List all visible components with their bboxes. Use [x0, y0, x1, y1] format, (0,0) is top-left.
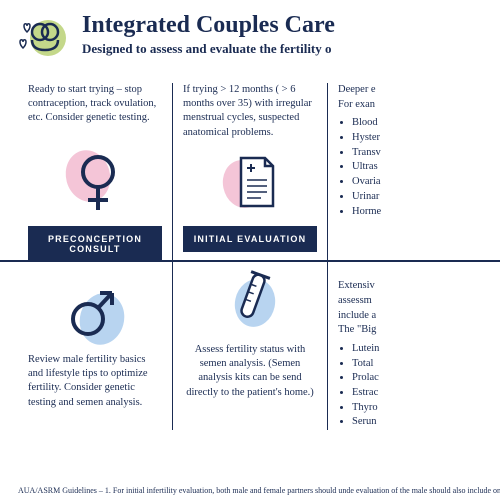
- female-icon: [28, 141, 162, 226]
- list-item: Prolac: [352, 371, 472, 386]
- list-item: Ultras: [352, 160, 472, 175]
- col3-bottom-block: Extensiv assessm include a The "Big Lute…: [338, 279, 472, 430]
- logo-icon: [18, 12, 70, 69]
- col2-top-text: If trying > 12 months ( > 6 months over …: [183, 83, 317, 141]
- col3-b4: The "Big: [338, 323, 472, 338]
- list-item: Hyster: [352, 131, 472, 146]
- col3-top-intro: Deeper e: [338, 83, 472, 98]
- col3-b1: Extensiv: [338, 279, 472, 294]
- footer-guidelines: AUA/ASRM Guidelines – 1. For initial inf…: [18, 486, 500, 496]
- list-item: Total: [352, 357, 472, 372]
- list-item: Urinar: [352, 190, 472, 205]
- column-initial: If trying > 12 months ( > 6 months over …: [173, 83, 328, 430]
- testtube-icon: [183, 258, 317, 343]
- col1-top-text: Ready to start trying – stop contracepti…: [28, 83, 162, 141]
- col3-top-block: Deeper e For exan BloodHysterTransvUltra…: [338, 83, 472, 219]
- column-deeper: Deeper e For exan BloodHysterTransvUltra…: [328, 83, 482, 430]
- list-item: Horme: [352, 205, 472, 220]
- col3-b3: include a: [338, 309, 472, 324]
- header: Integrated Couples Care Designed to asse…: [0, 0, 500, 75]
- stage-label-initial: INITIAL EVALUATION: [183, 226, 317, 252]
- list-item: Transv: [352, 146, 472, 161]
- col3-top-intro2: For exan: [338, 98, 472, 113]
- col3-top-list: BloodHysterTransvUltrasOvariaUrinarHorme: [338, 116, 472, 219]
- page-title: Integrated Couples Care: [82, 12, 335, 39]
- col1-bottom-text: Review male fertility basics and lifesty…: [28, 353, 162, 410]
- list-item: Serun: [352, 415, 472, 430]
- column-preconception: Ready to start trying – stop contracepti…: [18, 83, 173, 430]
- document-icon: [183, 141, 317, 226]
- list-item: Thyro: [352, 401, 472, 416]
- col3-b2: assessm: [338, 294, 472, 309]
- columns: Ready to start trying – stop contracepti…: [0, 75, 500, 430]
- col2-bottom-text: Assess fertility status with semen analy…: [183, 343, 317, 400]
- col3-bottom-list: LuteinTotalProlacEstracThyroSerun: [338, 342, 472, 430]
- list-item: Blood: [352, 116, 472, 131]
- stage-label-preconception: PRECONCEPTION CONSULT: [28, 226, 162, 262]
- list-item: Estrac: [352, 386, 472, 401]
- list-item: Ovaria: [352, 175, 472, 190]
- page-subtitle: Designed to assess and evaluate the fert…: [82, 41, 335, 57]
- male-icon: [28, 268, 162, 353]
- list-item: Lutein: [352, 342, 472, 357]
